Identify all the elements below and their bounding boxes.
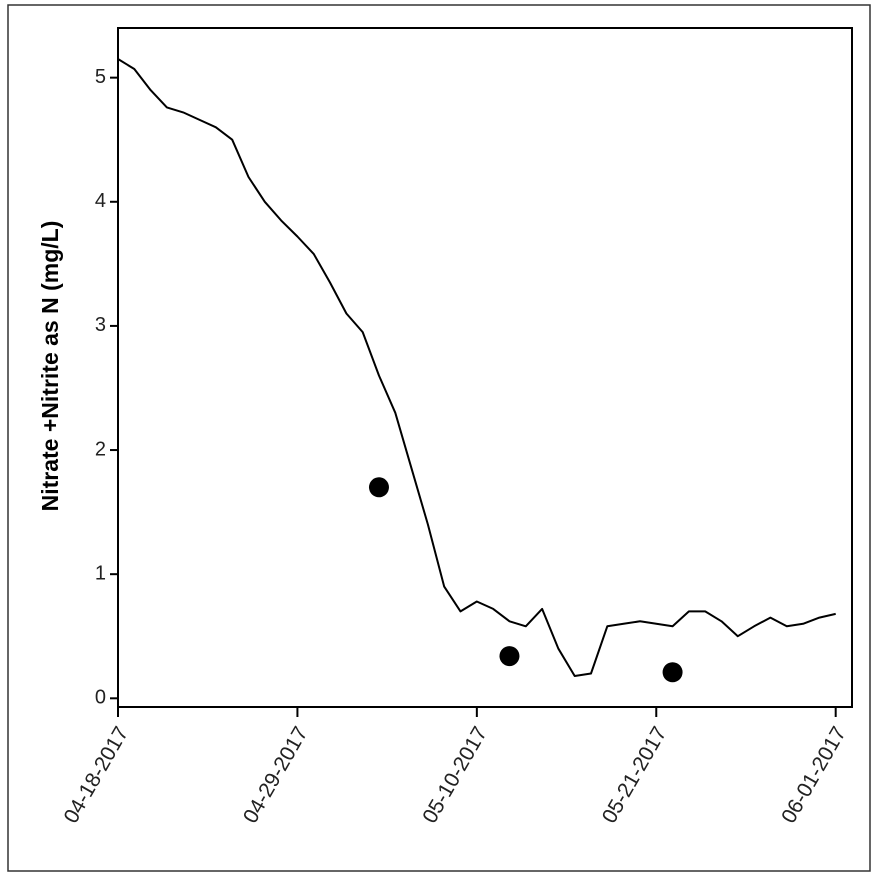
data-line — [117, 58, 836, 677]
y-tick-label: 1 — [95, 562, 106, 584]
x-tick-label: 04-29-2017 — [239, 723, 313, 828]
x-tick-label: 05-21-2017 — [598, 723, 672, 828]
outer-frame — [7, 4, 871, 872]
data-point — [499, 646, 520, 667]
data-point — [662, 662, 683, 683]
data-point — [368, 477, 389, 498]
y-tick-label: 4 — [95, 190, 106, 212]
x-tick-label: 05-10-2017 — [418, 723, 492, 828]
y-tick-label: 0 — [95, 687, 106, 709]
y-axis-label: Nitrate +Nitrite as N (mg/L) — [37, 221, 63, 512]
x-tick-label: 06-01-2017 — [777, 723, 851, 828]
y-tick-label: 3 — [95, 314, 106, 336]
x-tick-label: 04-18-2017 — [60, 723, 134, 828]
plot-frame — [117, 27, 853, 708]
y-tick-label: 2 — [95, 438, 106, 460]
y-tick-label: 5 — [95, 66, 106, 88]
